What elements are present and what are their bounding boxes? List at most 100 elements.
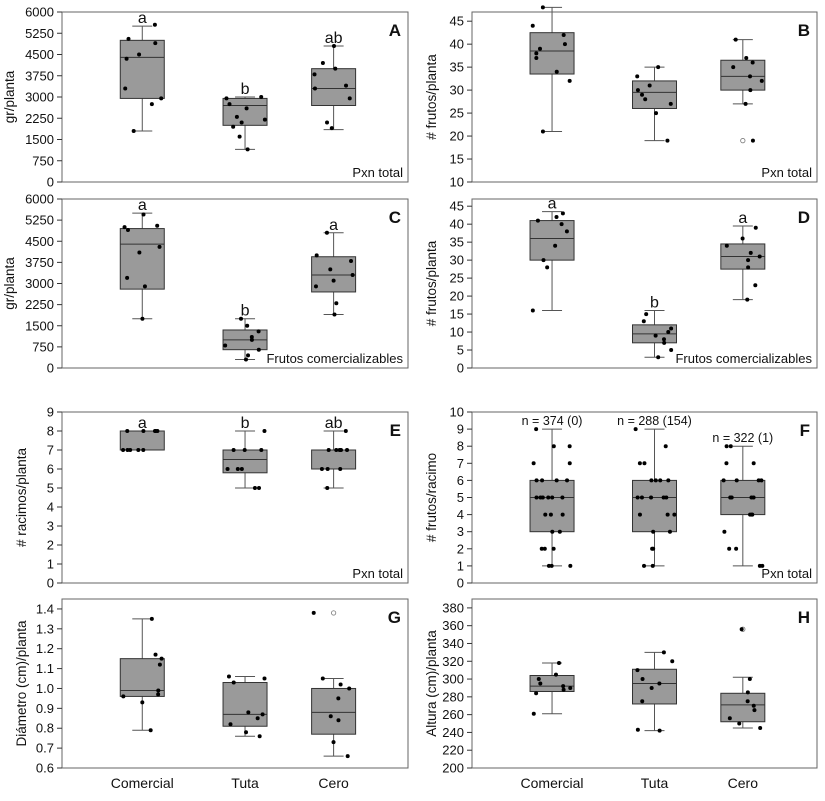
data-point [325,486,330,490]
panel-h-box-tuta [632,650,678,733]
data-point [550,495,555,500]
data-point [644,312,649,317]
data-point [668,101,673,106]
panel-d-frame [471,198,818,369]
data-point [661,650,666,655]
data-point [122,225,127,230]
panel-h-y-tick-label: 380 [442,600,464,615]
data-point [651,546,656,551]
panel-h-letter: H [798,608,810,627]
panel-g-frame [61,598,409,769]
data-point [224,96,229,101]
panel-g: 0.6 0.7 0.8 0.9 1.0 1.1 1.2 1.3 1.4 Diámetro (cm)… [14,598,409,791]
panel-h-y-tick-label: 340 [442,636,464,651]
panel-d-box-cero: a [720,210,766,302]
panel-b-y-tick-label: 15 [450,152,464,167]
data-point [141,448,146,452]
panel-a-y-tick-label: 6000 [25,5,54,20]
panel-b: 10 15 20 25 30 35 40 45 # frutos/planta B Pxn tota… [424,5,818,190]
panel-c-y-tick-label: 750 [32,339,54,354]
data-point [657,728,662,733]
panel-e-significance-letter: ab [325,415,343,432]
data-point [137,250,142,255]
panel-b-y-tick-label: 25 [450,106,464,121]
data-point [753,283,758,288]
data-point [246,710,251,715]
data-point [234,114,239,119]
data-point [239,316,244,321]
panel-d-box-tuta: b [632,294,678,360]
data-point [156,692,161,697]
data-point [331,278,336,283]
data-point [653,478,658,483]
data-point [259,95,264,99]
data-point [325,120,330,125]
panel-a-y-axis-label: gr/planta [2,70,17,123]
data-point [331,740,336,745]
data-point [737,721,742,726]
iqr-box [222,682,268,727]
data-point [231,680,236,685]
data-point [545,265,550,270]
panel-b-box-comercial [529,5,575,134]
panel-c-y-tick-label: 5250 [25,213,54,228]
data-point [543,512,548,517]
panel-a-y-tick-label: 4500 [25,47,54,62]
data-point [560,211,565,216]
panel-f-letter: F [800,421,810,440]
panel-d-letter: D [798,208,810,227]
panel-g-x-tick-label: Tuta [231,775,259,791]
data-point [661,337,666,342]
data-point [666,330,671,335]
data-point [653,333,658,338]
data-point [131,129,136,133]
panel-a-y-tick-label: 750 [32,153,54,168]
data-point [568,563,573,568]
data-point [635,88,640,93]
panel-d-y-tick-label: 10 [450,325,464,340]
data-point [745,297,750,302]
panel-e-box-cero: ab [311,415,357,490]
data-point [538,681,543,686]
panel-f-y-axis-label: # frutos/racimo [424,453,439,542]
data-point [637,461,642,466]
panel-a-significance-letter: b [241,81,250,98]
panel-e-y-axis-label: # racimos/planta [14,447,29,547]
data-point [550,529,555,534]
data-point [635,495,640,500]
data-point [313,284,318,289]
data-point [347,96,352,101]
data-point [226,674,231,679]
panel-e-y-tick-label: 0 [47,576,54,591]
panel-g-y-tick-label: 1.4 [36,601,54,616]
panel-f-box-cero: n = 322 (1) [712,431,773,568]
panel-d-y-tick-label: 15 [450,307,464,322]
data-point [538,495,543,500]
iqr-box [119,39,165,99]
data-point [260,712,265,717]
panel-e-significance-letter: b [241,415,250,432]
panel-h-y-tick-label: 260 [442,707,464,722]
data-point [257,734,262,739]
data-point [231,448,236,452]
panel-g-y-tick-label: 0.8 [36,721,54,736]
panel-e-y-tick-label: 6 [47,462,54,477]
data-point [556,661,561,666]
data-point [549,563,554,568]
data-point [724,243,729,248]
data-point [740,236,745,241]
data-point [530,308,535,313]
data-point [336,696,341,701]
panel-c-letter: C [389,208,401,227]
data-point [658,478,663,483]
panel-e-note: Pxn total [352,566,403,581]
data-point [639,495,644,500]
panel-b-frame [471,11,818,183]
panel-b-y-tick-label: 45 [450,14,464,29]
data-point [245,147,250,152]
panel-c-y-tick-label: 6000 [25,192,54,207]
data-point [245,323,250,328]
panel-f-count-label: n = 374 (0) [522,414,583,428]
panel-g-y-tick-label: 0.7 [36,741,54,756]
data-point [651,529,656,534]
